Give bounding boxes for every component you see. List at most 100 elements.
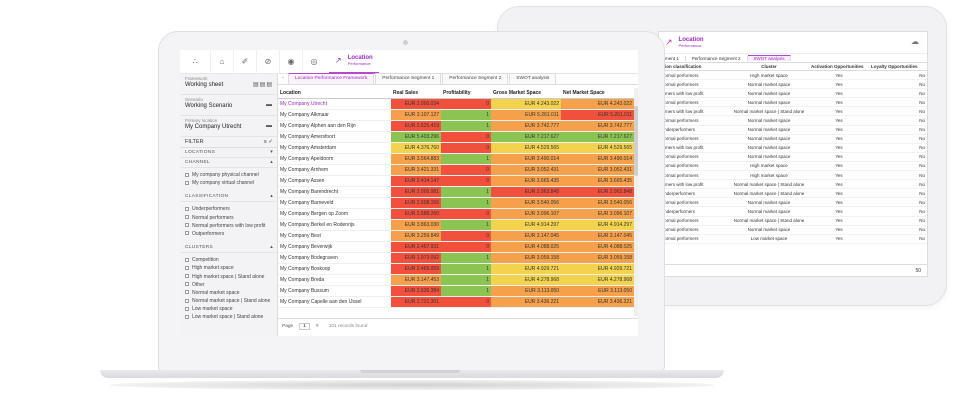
scrollbar-thumb[interactable] [634,106,638,176]
back-col-loyalty[interactable]: Loyalty Opportunities [869,63,927,71]
table-row[interactable]: My Company Capelle aan den IJssel EUR 2.7… [278,296,634,308]
checkbox[interactable] [185,172,189,177]
cluster-option[interactable]: Competition [180,257,277,265]
location-performance-module[interactable]: ↗ Location Performance [329,50,379,74]
cloud-icon[interactable]: ☁ [911,37,919,46]
table-row[interactable]: My Company Bussum EUR 2.636.384 1 EUR 3.113… [278,285,634,297]
cluster-option[interactable]: Other [180,282,277,290]
col-profitability[interactable]: Profitability [441,88,491,99]
checkbox[interactable] [185,223,189,228]
back-table-row[interactable]: Normal performers Normal market space | S… [659,216,927,226]
table-scrollbar[interactable] [634,88,638,316]
cluster-option[interactable]: Normal market space [180,290,277,298]
framework-field[interactable]: Framework Working sheet ▤▤▤ [180,74,277,95]
checkbox[interactable] [185,282,189,287]
table-row[interactable]: My Company Assen EUR 2.414.147 0 EUR 3.665.… [278,175,634,187]
classification-option[interactable]: Outperformers [180,231,277,239]
table-row[interactable]: My Company Amsterdam EUR 4.376.760 0 EUR 4.… [278,142,634,154]
checkbox[interactable] [185,290,189,295]
filter-actions-icon[interactable]: ≡ ✓ [263,139,273,145]
back-table-row[interactable]: Normal performers High market space Yes No [659,161,927,172]
col-location[interactable]: Location [278,88,391,99]
table-row[interactable]: My Company Utrecht EUR 2.000.034 0 EUR 4.24… [278,98,634,110]
tab-performance-segment-1[interactable]: Performance Segment 1 [375,73,442,84]
section-channel[interactable]: CHANNEL ▴ [180,158,277,168]
back-table-row[interactable]: Normal performers Normal market space Yes N… [659,197,927,208]
checkbox[interactable] [185,206,189,211]
table-row[interactable]: My Company Barneveld EUR 2.608.156 1 EUR 3.… [278,197,634,209]
back-tab-swot[interactable]: SWOT analysis [747,55,792,61]
lock-icon[interactable]: ⌂ [210,50,233,74]
primary-location-field[interactable]: Primary location My Company Utrecht ▬ [180,116,277,137]
back-table-row[interactable]: Normal performers Normal market space Yes N… [659,134,927,144]
back-table-row[interactable]: ormers with low profit Normal market spac… [659,106,927,117]
table-row[interactable]: My Company Apeldoorn EUR 3.564.883 1 EUR 3.… [278,153,634,165]
back-col-classification[interactable]: ation classification [659,63,729,71]
table-row[interactable]: My Company Amersfoort EUR 5.403.296 0 EUR 7… [278,131,634,143]
table-row[interactable]: My Company Berkel en Rodenrijs EUR 3.863.… [278,219,634,231]
table-row[interactable]: My Company Barendrecht EUR 2.000.981 1 EUR … [278,186,634,198]
classification-option[interactable]: Underperformers [180,206,277,214]
cluster-option[interactable]: High market space [180,265,277,273]
checkbox[interactable] [185,180,189,185]
table-row[interactable]: My Company Boskoop EUR 2.465.059 1 EUR 4.92… [278,263,634,275]
tab-scroll-left-icon[interactable]: ‹ [282,76,284,81]
checkbox[interactable] [185,306,189,311]
back-table-row[interactable]: Normal performers Normal market space Yes N… [659,225,927,235]
page-menu-icon[interactable]: ≡ [315,324,319,329]
table-row[interactable]: My Company Alkmaar EUR 3.107.127 1 EUR 5.26… [278,109,634,121]
back-table-row[interactable]: Underperformers Normal market space Yes No [659,125,927,135]
checkbox[interactable] [185,257,189,262]
cluster-option[interactable]: Low market space | Stand alone [180,314,277,322]
back-table-row[interactable]: Normal performers Normal market space Yes N… [659,115,927,126]
back-table-row[interactable]: ormers with low profit Normal market spac… [659,143,927,153]
checkbox[interactable] [185,298,189,303]
classification-option[interactable]: Normal performers [180,215,277,223]
back-table-row[interactable]: Normal performers Normal market space Yes N… [659,97,927,108]
col-net-market-space[interactable]: Net Market Space [561,88,634,99]
back-table-row[interactable]: Normal performers High market space Yes No [659,170,927,181]
channel-option[interactable]: My company physical channel [180,172,277,180]
checkbox[interactable] [185,231,189,236]
folder-icon[interactable]: ▬ [266,102,273,108]
back-col-activation[interactable]: Activation Opportunities [809,63,869,71]
table-row[interactable]: My Company Bergen op Zoom EUR 2.588.260 0 E… [278,208,634,220]
table-row[interactable]: My Company Breda EUR 3.147.453 1 EUR 4.278.… [278,274,634,286]
eye-icon[interactable]: ◉ [279,50,302,74]
cluster-option[interactable]: Normal market space | Stand alone [180,298,277,306]
back-table-row[interactable]: Normal performers Low market space Yes No [659,234,927,244]
back-table-row[interactable]: Normal performers Normal market space Yes N… [659,152,927,162]
classification-option[interactable]: Normal performers with low profit [180,223,277,231]
section-clusters[interactable]: CLUSTERS ▴ [180,243,277,254]
file-actions-icon[interactable]: ▤▤▤ [252,82,273,88]
checkbox[interactable] [185,314,189,319]
table-row[interactable]: My Company Beverwijk EUR 2.467.931 0 EUR 4.… [278,241,634,253]
back-col-cluster[interactable]: Cluster [729,63,809,71]
back-tab-1[interactable]: ment 1 [659,55,686,61]
channel-option[interactable]: My company virtual channel [180,180,277,188]
col-real-sales[interactable]: Real Sales [391,88,441,99]
back-table-row[interactable]: Underperformers Normal market space Yes No [659,206,927,217]
checkbox[interactable] [185,215,189,220]
no-entry-icon[interactable]: ⊘ [256,50,279,74]
back-table-row[interactable]: ormers with low profit Normal market spac… [659,88,927,99]
paperclip-icon[interactable]: ✐ [233,50,256,74]
tab-performance-segment-2[interactable]: Performance Segment 2 [442,73,509,84]
back-table-row[interactable]: Underperformers Normal market space | Sta… [659,188,927,199]
col-gross-market-space[interactable]: Gross Market Space [491,88,561,99]
cluster-option[interactable]: High market space | Stand alone [180,274,277,282]
checkbox[interactable] [185,265,189,270]
table-row[interactable]: My Company Bodegraven EUR 1.973.092 1 EUR 3… [278,252,634,264]
tab-location-performance-framework[interactable]: Location Performance Framework [288,73,375,84]
section-classification[interactable]: CLASSIFICATION ▴ [180,192,277,203]
cluster-option[interactable]: Low market space [180,306,277,314]
back-tab-2[interactable]: Performance Segment 2 [686,55,748,61]
section-locations[interactable]: LOCATIONS ▾ [180,148,277,158]
back-table-row[interactable]: Normal performers Normal market space Yes N… [659,79,927,90]
table-row[interactable]: My Company Arnhem EUR 3.421.331 0 EUR 3.052… [278,164,634,176]
back-table-row[interactable]: ormers with low profit Normal market spac… [659,179,927,190]
page-input[interactable]: 1 [299,323,310,330]
tab-swot-analysis[interactable]: SWOT analysis [509,73,557,84]
checkbox[interactable] [185,274,189,278]
back-table-row[interactable]: Normal performers High market space Yes No [659,70,927,81]
